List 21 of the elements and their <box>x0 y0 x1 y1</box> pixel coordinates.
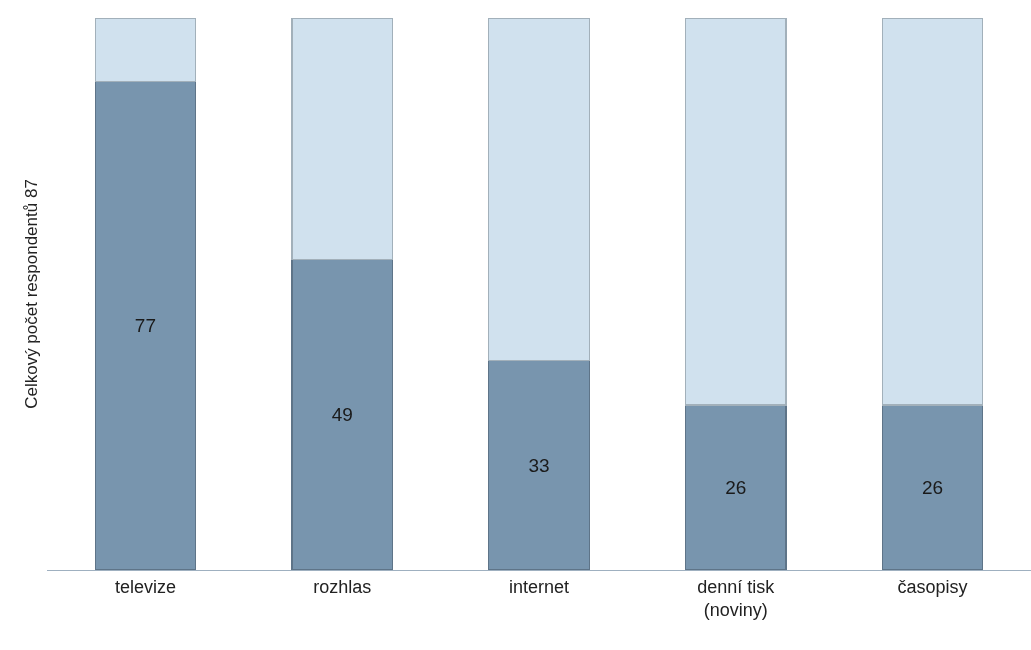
data-label: 49 <box>331 404 353 426</box>
data-label: 33 <box>528 454 550 476</box>
x-tick-label: denní tisk (noviny) <box>697 576 776 621</box>
x-tick-label: televize <box>114 576 176 597</box>
y-axis-title: Celkový počet respondentů 87 <box>21 179 41 409</box>
bar <box>94 80 197 570</box>
data-label: 77 <box>134 315 156 337</box>
bar <box>881 18 984 406</box>
bar <box>881 404 984 570</box>
x-tick-label: rozhlas <box>313 576 372 597</box>
bar <box>488 18 590 362</box>
bar <box>94 18 197 83</box>
x-tick-label: časopisy <box>897 576 968 597</box>
x-tick-label: internet <box>508 576 570 597</box>
bar <box>685 18 787 406</box>
bar <box>291 258 393 570</box>
data-label: 26 <box>725 477 747 499</box>
bar <box>488 360 590 570</box>
bar <box>291 18 393 260</box>
data-label: 26 <box>922 477 944 499</box>
bar <box>685 404 787 570</box>
